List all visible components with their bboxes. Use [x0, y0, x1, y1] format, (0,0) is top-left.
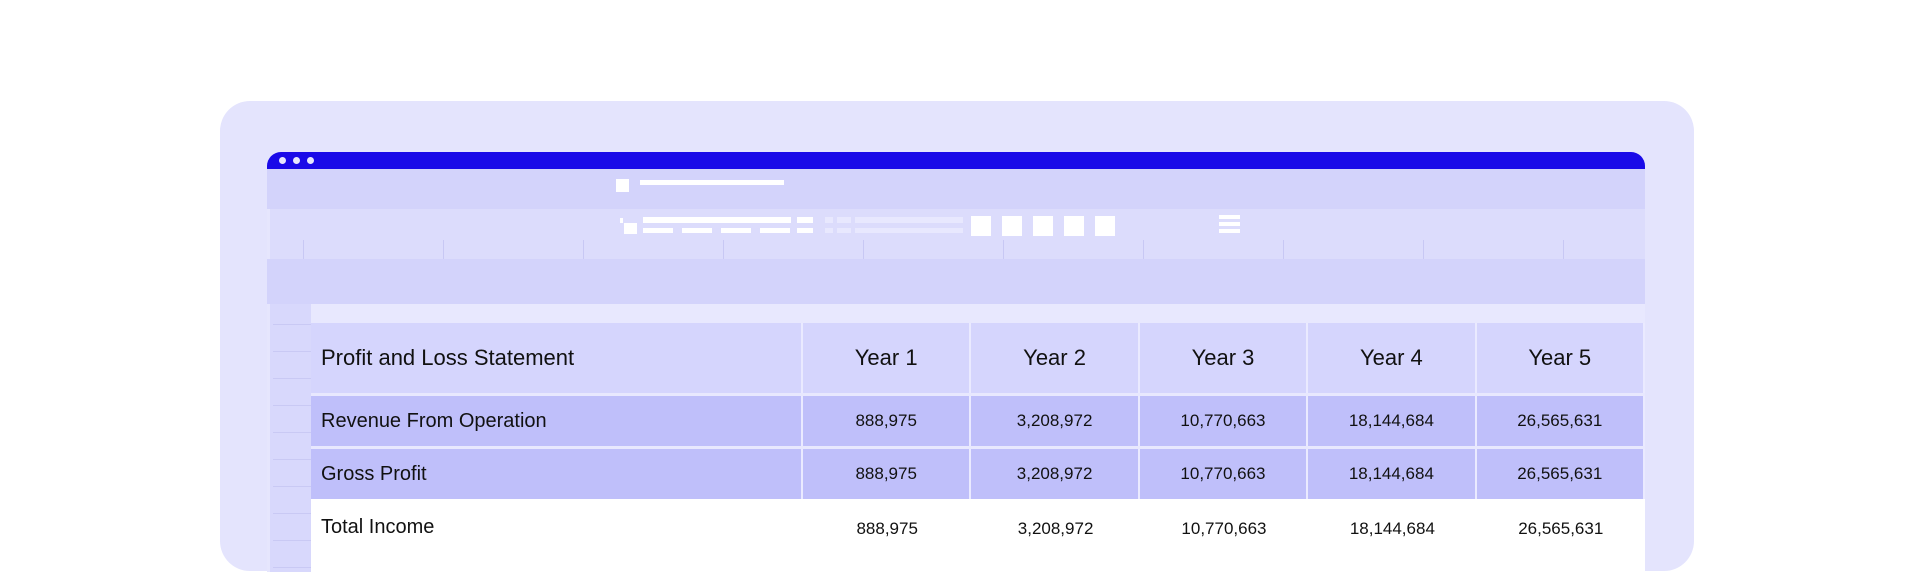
align-icon[interactable] [825, 217, 833, 223]
header-cell-year-3[interactable]: Year 3 [1139, 323, 1309, 393]
table-row: Gross Profit 888,975 3,208,972 10,770,66… [311, 449, 1645, 499]
row-label-gross-profit[interactable]: Gross Profit [311, 449, 803, 499]
table-header-row: Profit and Loss Statement Year 1 Year 2 … [311, 323, 1645, 393]
total-income-year-3[interactable]: 10,770,663 [1139, 499, 1309, 572]
number-format-line [855, 228, 963, 233]
underline-button[interactable] [721, 228, 751, 233]
style-button-2[interactable] [1002, 216, 1022, 236]
spreadsheet-window: Profit and Loss Statement Year 1 Year 2 … [267, 152, 1645, 572]
total-income-year-2[interactable]: 3,208,972 [971, 499, 1140, 572]
row-divider [273, 351, 311, 352]
header-cell-year-1[interactable]: Year 1 [803, 323, 972, 393]
revenue-year-4[interactable]: 18,144,684 [1308, 396, 1477, 446]
row-divider [273, 540, 311, 541]
paste-icon[interactable] [624, 223, 637, 234]
revenue-year-5[interactable]: 26,565,631 [1476, 396, 1645, 446]
menu-icon[interactable] [1219, 215, 1240, 219]
gross-profit-year-4[interactable]: 18,144,684 [1308, 449, 1477, 499]
header-cell-year-5[interactable]: Year 5 [1476, 323, 1645, 393]
style-button-3[interactable] [1033, 216, 1053, 236]
row-divider [273, 405, 311, 406]
window-minimize-dot[interactable] [293, 157, 300, 164]
row-label-revenue[interactable]: Revenue From Operation [311, 396, 803, 446]
row-divider [273, 486, 311, 487]
column-divider [863, 240, 864, 259]
column-divider [1283, 240, 1284, 259]
column-divider [1423, 240, 1424, 259]
italic-button[interactable] [682, 228, 712, 233]
sheet-area: Profit and Loss Statement Year 1 Year 2 … [311, 304, 1645, 572]
menu-icon-line [1219, 222, 1240, 226]
toolbar-marker [620, 218, 623, 223]
column-divider [583, 240, 584, 259]
column-divider [723, 240, 724, 259]
style-button-5[interactable] [1095, 216, 1115, 236]
gross-profit-year-3[interactable]: 10,770,663 [1139, 449, 1309, 499]
revenue-year-1[interactable]: 888,975 [803, 396, 972, 446]
total-income-year-1[interactable]: 888,975 [803, 499, 972, 572]
row-divider [273, 432, 311, 433]
row-divider [273, 378, 311, 379]
column-divider [1003, 240, 1004, 259]
ribbon-toolbar [270, 209, 1645, 259]
style-button-1[interactable] [971, 216, 991, 236]
document-title-placeholder [640, 180, 784, 185]
column-divider [1143, 240, 1144, 259]
ribbon-top [267, 169, 1645, 209]
total-income-year-5[interactable]: 26,565,631 [1476, 499, 1645, 572]
gross-profit-year-1[interactable]: 888,975 [803, 449, 972, 499]
row-divider [273, 459, 311, 460]
app-icon[interactable] [616, 179, 629, 192]
revenue-year-2[interactable]: 3,208,972 [971, 396, 1140, 446]
column-headers [270, 240, 1645, 260]
style-button-4[interactable] [1064, 216, 1084, 236]
gross-profit-year-5[interactable]: 26,565,631 [1476, 449, 1645, 499]
number-format-placeholder[interactable] [855, 217, 963, 223]
size-down-button[interactable] [797, 228, 813, 233]
row-divider [273, 324, 311, 325]
header-cell-year-2[interactable]: Year 2 [971, 323, 1140, 393]
size-up-button[interactable] [797, 217, 813, 223]
merge-icon[interactable] [837, 228, 851, 233]
revenue-year-3[interactable]: 10,770,663 [1139, 396, 1309, 446]
row-label-total-income[interactable]: Total Income [311, 499, 803, 572]
header-cell-year-4[interactable]: Year 4 [1308, 323, 1477, 393]
table-row: Total Income 888,975 3,208,972 10,770,66… [311, 499, 1645, 572]
column-divider [443, 240, 444, 259]
bold-button[interactable] [643, 228, 673, 233]
table-row: Revenue From Operation 888,975 3,208,972… [311, 396, 1645, 446]
row-headers [270, 304, 311, 572]
row-divider [273, 513, 311, 514]
total-income-year-4[interactable]: 18,144,684 [1308, 499, 1477, 572]
wrap-icon[interactable] [825, 228, 833, 233]
header-cell-title[interactable]: Profit and Loss Statement [311, 323, 803, 393]
align-icon[interactable] [837, 217, 851, 223]
strike-button[interactable] [760, 228, 790, 233]
column-divider [1563, 240, 1564, 259]
row-divider [273, 567, 311, 568]
window-close-dot[interactable] [279, 157, 286, 164]
column-divider [303, 240, 304, 259]
formula-bar[interactable] [267, 259, 1645, 304]
gross-profit-year-2[interactable]: 3,208,972 [971, 449, 1140, 499]
window-maximize-dot[interactable] [307, 157, 314, 164]
menu-icon-line [1219, 229, 1240, 233]
window-titlebar [267, 152, 1645, 169]
font-selector-placeholder[interactable] [643, 217, 791, 223]
